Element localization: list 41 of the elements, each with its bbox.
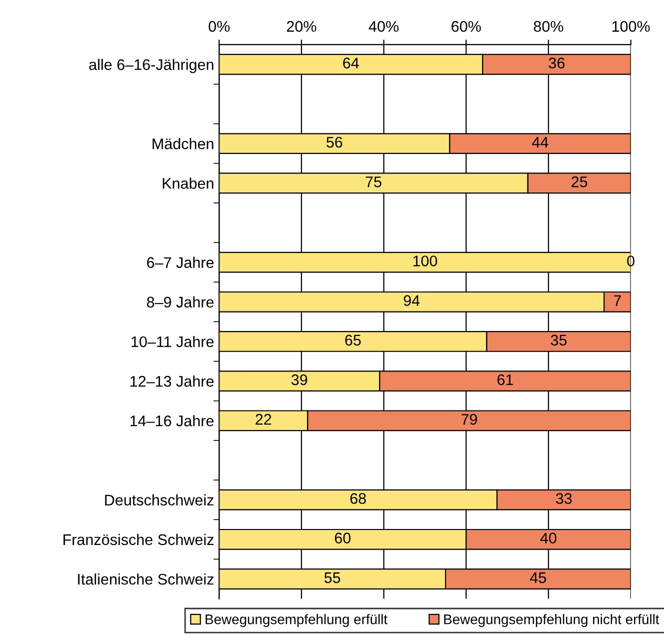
data-label: 79	[462, 414, 477, 425]
x-tick-label: 80%	[534, 21, 564, 32]
data-label: 40	[540, 532, 556, 544]
data-label: 60	[334, 532, 351, 544]
data-label: 0	[627, 256, 634, 266]
x-tick-label: 60%	[452, 21, 481, 32]
data-label: 65	[345, 334, 361, 346]
y-tick-label: Mädchen	[152, 138, 214, 150]
data-label: 61	[498, 374, 513, 386]
x-tick-label: 0%	[208, 21, 230, 32]
data-label: 94	[404, 295, 420, 306]
y-tick-label: alle 6–16-Jährigen	[89, 58, 214, 74]
y-tick-label: Französische Schweiz	[64, 534, 214, 546]
y-tick-label: 12–13 Jahre	[130, 376, 214, 387]
data-label: 68	[350, 493, 366, 504]
data-label: 39	[291, 374, 308, 386]
data-label: 36	[548, 58, 565, 68]
legend-label: Bewegungsempfehlung erfüllt	[206, 614, 388, 627]
data-label: 64	[343, 58, 359, 68]
data-label: 56	[326, 136, 342, 148]
data-label: 75	[366, 176, 382, 188]
data-label: 22	[256, 414, 272, 425]
data-label: 33	[556, 493, 572, 504]
y-tick-label: 10–11 Jahre	[132, 336, 214, 348]
data-label: 45	[530, 572, 546, 584]
y-tick-label: 14–16 Jahre	[130, 415, 214, 426]
data-label: 7	[614, 295, 621, 306]
data-label: 44	[532, 136, 548, 148]
data-label: 35	[550, 334, 567, 346]
data-label: 55	[324, 572, 340, 584]
data-label: 100	[413, 256, 438, 266]
x-tick-label: 100%	[612, 21, 650, 32]
y-tick-label: Knaben	[162, 178, 214, 189]
y-tick-label: Deutschschweiz	[105, 494, 214, 506]
x-tick-label: 40%	[368, 21, 399, 32]
legend-label: Bewegungsempfehlung nicht erfüllt	[444, 614, 660, 627]
x-tick-label: 20%	[286, 21, 316, 32]
data-label: 25	[572, 176, 588, 188]
y-tick-label: Italienische Schweiz	[78, 573, 214, 585]
y-tick-label: 6–7 Jahre	[147, 256, 214, 268]
y-tick-label: 8–9 Jahre	[146, 296, 214, 308]
